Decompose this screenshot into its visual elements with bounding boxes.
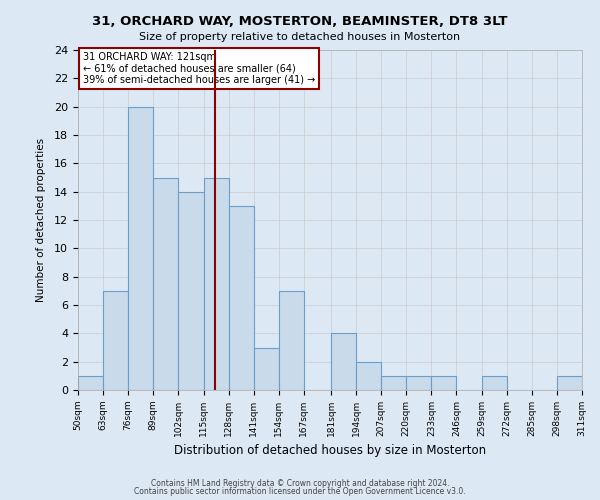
- Bar: [557, 376, 582, 390]
- Bar: [431, 376, 457, 390]
- Bar: [406, 376, 431, 390]
- Bar: [381, 376, 406, 390]
- Bar: [128, 106, 154, 390]
- Text: 31, ORCHARD WAY, MOSTERTON, BEAMINSTER, DT8 3LT: 31, ORCHARD WAY, MOSTERTON, BEAMINSTER, …: [92, 15, 508, 28]
- Bar: [482, 376, 506, 390]
- Text: Contains HM Land Registry data © Crown copyright and database right 2024.: Contains HM Land Registry data © Crown c…: [151, 478, 449, 488]
- Text: Size of property relative to detached houses in Mosterton: Size of property relative to detached ho…: [139, 32, 461, 42]
- Y-axis label: Number of detached properties: Number of detached properties: [35, 138, 46, 302]
- Bar: [331, 334, 356, 390]
- Bar: [203, 178, 229, 390]
- Bar: [78, 376, 103, 390]
- Text: 31 ORCHARD WAY: 121sqm
← 61% of detached houses are smaller (64)
39% of semi-det: 31 ORCHARD WAY: 121sqm ← 61% of detached…: [83, 52, 315, 85]
- Text: Contains public sector information licensed under the Open Government Licence v3: Contains public sector information licen…: [134, 487, 466, 496]
- Bar: [229, 206, 254, 390]
- Bar: [254, 348, 279, 390]
- X-axis label: Distribution of detached houses by size in Mosterton: Distribution of detached houses by size …: [174, 444, 486, 458]
- Bar: [103, 291, 128, 390]
- Bar: [356, 362, 381, 390]
- Bar: [154, 178, 178, 390]
- Bar: [279, 291, 304, 390]
- Bar: [178, 192, 203, 390]
